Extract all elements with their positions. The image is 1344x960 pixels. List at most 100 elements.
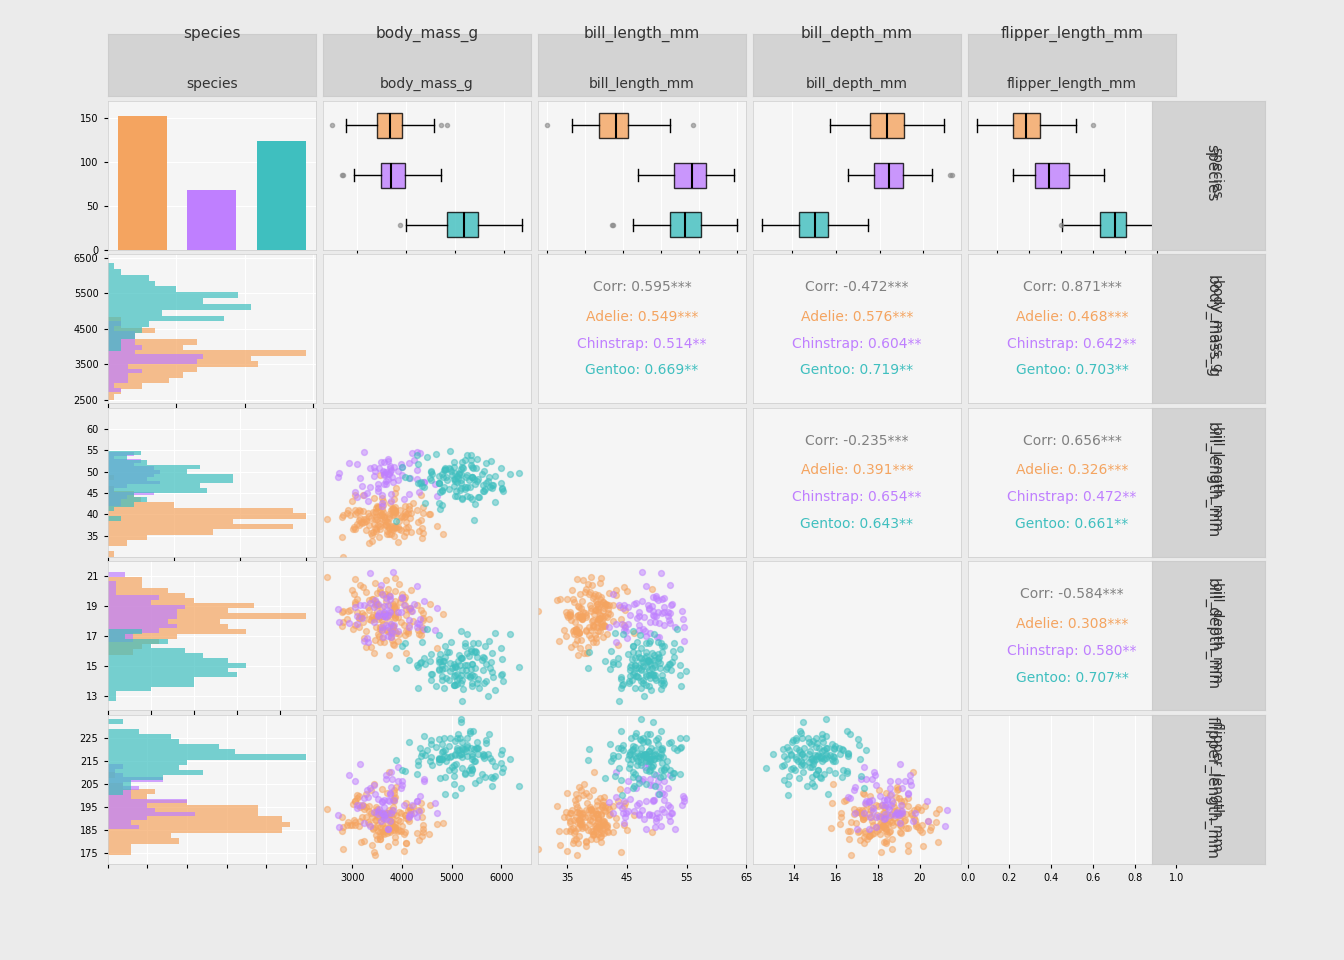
Bar <box>108 497 148 502</box>
Point <box>328 819 349 834</box>
Point <box>621 742 642 757</box>
Bar <box>108 470 160 473</box>
Point <box>380 502 402 517</box>
Point <box>401 806 422 822</box>
Point <box>366 596 387 612</box>
Point <box>620 745 641 760</box>
Point <box>407 456 429 471</box>
Point <box>371 487 392 502</box>
Point <box>755 760 777 776</box>
Point <box>606 810 628 826</box>
Point <box>371 587 392 602</box>
Point <box>907 799 929 814</box>
Point <box>575 609 597 624</box>
Point <box>642 792 664 807</box>
Point <box>777 752 798 767</box>
Point <box>587 811 609 827</box>
Point <box>645 590 667 606</box>
Point <box>395 763 417 779</box>
Bar <box>108 634 125 638</box>
Point <box>492 484 513 499</box>
Point <box>590 790 612 805</box>
Point <box>581 613 602 629</box>
Point <box>672 797 694 812</box>
Point <box>382 618 403 634</box>
Point <box>448 727 469 742</box>
Point <box>358 535 379 550</box>
Point <box>372 607 394 622</box>
Point <box>474 638 496 654</box>
Point <box>591 609 613 624</box>
Point <box>382 564 403 580</box>
Point <box>624 803 645 818</box>
PathPatch shape <box>1101 212 1126 237</box>
Point <box>371 824 392 839</box>
Point <box>642 793 664 808</box>
Point <box>472 662 493 678</box>
Point <box>378 628 399 643</box>
Bar <box>108 508 293 513</box>
Point <box>384 816 406 831</box>
PathPatch shape <box>800 212 828 237</box>
Point <box>574 585 595 600</box>
Point <box>648 615 669 631</box>
Point <box>366 831 387 847</box>
Point <box>452 741 473 756</box>
Point <box>569 780 590 795</box>
Point <box>364 520 386 536</box>
Point <box>374 635 395 650</box>
Point <box>371 599 392 614</box>
Point <box>382 772 403 787</box>
Point <box>376 826 398 841</box>
Point <box>347 616 368 632</box>
Point <box>466 740 488 756</box>
Point <box>669 766 691 781</box>
Point <box>800 759 821 775</box>
Point <box>872 809 894 825</box>
Point <box>366 619 387 635</box>
Point <box>353 801 375 816</box>
Point <box>375 517 396 533</box>
Point <box>368 820 390 835</box>
Point <box>376 451 398 467</box>
Point <box>624 664 645 680</box>
PathPatch shape <box>382 162 405 187</box>
Point <box>773 757 794 773</box>
Point <box>343 519 364 535</box>
Point <box>394 589 415 605</box>
Bar <box>108 298 203 304</box>
Point <box>478 634 500 649</box>
Point <box>575 838 597 853</box>
Point <box>491 756 512 771</box>
Point <box>406 809 427 825</box>
Point <box>649 780 671 795</box>
Point <box>876 816 898 831</box>
Point <box>883 810 905 826</box>
Point <box>364 598 386 613</box>
Point <box>382 500 403 516</box>
Point <box>637 727 659 742</box>
Point <box>628 771 649 786</box>
Point <box>395 835 417 851</box>
Point <box>659 762 680 778</box>
Point <box>582 782 603 798</box>
Point <box>379 813 401 828</box>
Point <box>569 812 590 828</box>
Point <box>410 802 431 817</box>
Point <box>426 488 448 503</box>
Point <box>429 476 450 492</box>
Point <box>407 753 429 768</box>
Point <box>878 824 899 839</box>
Point <box>595 817 617 832</box>
Point <box>798 744 820 759</box>
Point <box>640 772 661 787</box>
Point <box>636 746 657 761</box>
Point <box>564 636 586 652</box>
Point <box>466 675 488 690</box>
Point <box>613 818 634 833</box>
Point <box>382 625 403 640</box>
Point <box>590 828 612 844</box>
Point <box>464 776 485 791</box>
Point <box>445 746 466 761</box>
Point <box>399 813 421 828</box>
